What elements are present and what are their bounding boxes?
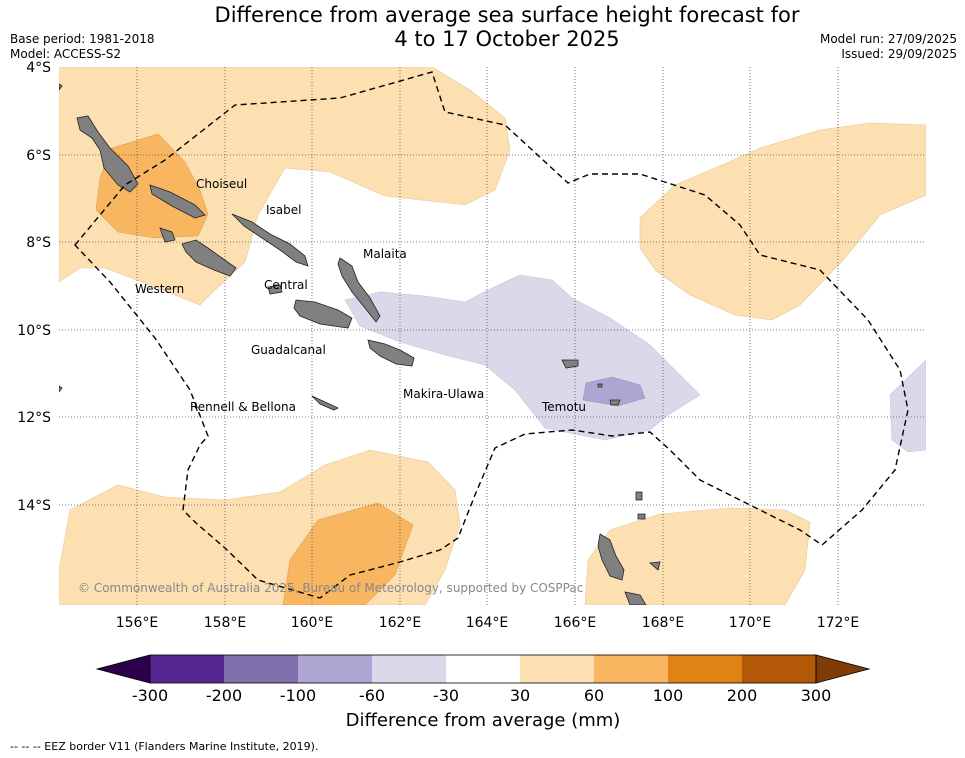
- label-central: Central: [264, 278, 308, 292]
- meta-right: Model run: 27/09/2025 Issued: 29/09/2025: [820, 32, 957, 62]
- label-makira: Makira-Ulawa: [403, 387, 484, 401]
- label-temotu: Temotu: [541, 400, 586, 414]
- anomaly-zone-east-purple: [889, 359, 926, 453]
- colorbar-bin-2: [224, 655, 298, 683]
- meta-left: Base period: 1981-2018 Model: ACCESS-S2: [10, 32, 155, 62]
- label-isabel: Isabel: [266, 203, 301, 217]
- cbar-tick-5: -30: [433, 686, 459, 705]
- label-malaita: Malaita: [363, 247, 407, 261]
- base-period: Base period: 1981-2018: [10, 32, 155, 46]
- lat-label-14s: 14°S: [17, 498, 51, 514]
- colorbar-bin-1: [150, 655, 224, 683]
- lon-label-158e: 158°E: [204, 615, 247, 631]
- cbar-tick-9: 200: [727, 686, 758, 705]
- lat-label-8s: 8°S: [26, 235, 51, 251]
- island-malaita: [337, 257, 381, 323]
- cbar-tick-6: 30: [510, 686, 530, 705]
- colorbar-extend-low: [95, 654, 151, 684]
- lat-label-4s: 4°S: [26, 60, 51, 76]
- map-figure: Choiseul Isabel Malaita Western Central …: [17, 60, 926, 731]
- label-rennell: Rennell & Bellona: [190, 400, 296, 414]
- colorbar-label: Difference from average (mm): [346, 710, 621, 731]
- colorbar-bin-5: [446, 655, 520, 683]
- island-central: [267, 284, 283, 295]
- lon-label-160e: 160°E: [291, 615, 334, 631]
- lon-label-156e: 156°E: [116, 615, 159, 631]
- colorbar: -300 -200 -100 -60 -30 30 60 100 200 300…: [95, 654, 871, 731]
- cbar-tick-2: -200: [206, 686, 242, 705]
- model-name: Model: ACCESS-S2: [10, 47, 122, 61]
- lon-label-168e: 168°E: [642, 615, 685, 631]
- lat-label-6s: 6°S: [26, 148, 51, 164]
- island-rennell: [311, 395, 339, 411]
- colorbar-bin-7: [594, 655, 668, 683]
- anomaly-zone-northwest: [59, 67, 511, 306]
- colorbar-bin-6: [520, 655, 594, 683]
- label-western: Western: [135, 282, 184, 296]
- island-vanuatu-north: [597, 533, 661, 605]
- label-guadalcanal: Guadalcanal: [251, 343, 326, 357]
- graticule: [59, 67, 926, 605]
- colorbar-bin-4: [372, 655, 446, 683]
- lon-label-172e: 172°E: [817, 615, 860, 631]
- cbar-tick-1: -300: [132, 686, 168, 705]
- colorbar-bin-9: [742, 655, 816, 683]
- issued-date: Issued: 29/09/2025: [841, 47, 957, 61]
- island-small-north: [59, 83, 646, 520]
- lon-label-170e: 170°E: [729, 615, 772, 631]
- copyright-notice: © Commonwealth of Australia 2025, Bureau…: [78, 581, 583, 595]
- eez-border: [74, 71, 909, 599]
- island-guadalcanal: [293, 299, 353, 329]
- cbar-tick-10: 300: [801, 686, 832, 705]
- lat-label-12s: 12°S: [17, 410, 51, 426]
- cbar-tick-7: 60: [584, 686, 604, 705]
- cbar-tick-3: -100: [280, 686, 316, 705]
- model-run: Model run: 27/09/2025: [819, 32, 957, 46]
- lon-label-164e: 164°E: [466, 615, 509, 631]
- colorbar-bin-8: [668, 655, 742, 683]
- lon-label-162e: 162°E: [379, 615, 422, 631]
- cbar-tick-4: -60: [359, 686, 385, 705]
- island-isabel: [231, 213, 309, 267]
- eez-legend-footnote: -- -- -- EEZ border V11 (Flanders Marine…: [10, 740, 319, 753]
- island-bougainville: [76, 115, 139, 193]
- anomaly-zone-east: [639, 122, 926, 321]
- island-santa-cruz: [561, 359, 621, 406]
- title-line-1: Difference from average sea surface heig…: [214, 3, 800, 27]
- islands: [59, 83, 661, 605]
- island-makira: [367, 339, 415, 367]
- chart-title: Difference from average sea surface heig…: [0, 3, 965, 51]
- label-choiseul: Choiseul: [196, 177, 247, 191]
- map-area: Choiseul Isabel Malaita Western Central …: [59, 67, 926, 605]
- colorbar-bin-3: [298, 655, 372, 683]
- lat-label-10s: 10°S: [17, 323, 51, 339]
- cbar-tick-8: 100: [653, 686, 684, 705]
- anomaly-zone-south-strong: [282, 502, 414, 605]
- colorbar-extend-high: [815, 654, 871, 684]
- island-choiseul: [149, 184, 206, 219]
- title-line-2: 4 to 17 October 2025: [394, 27, 620, 51]
- island-western-group: [159, 227, 237, 277]
- lon-label-166e: 166°E: [554, 615, 597, 631]
